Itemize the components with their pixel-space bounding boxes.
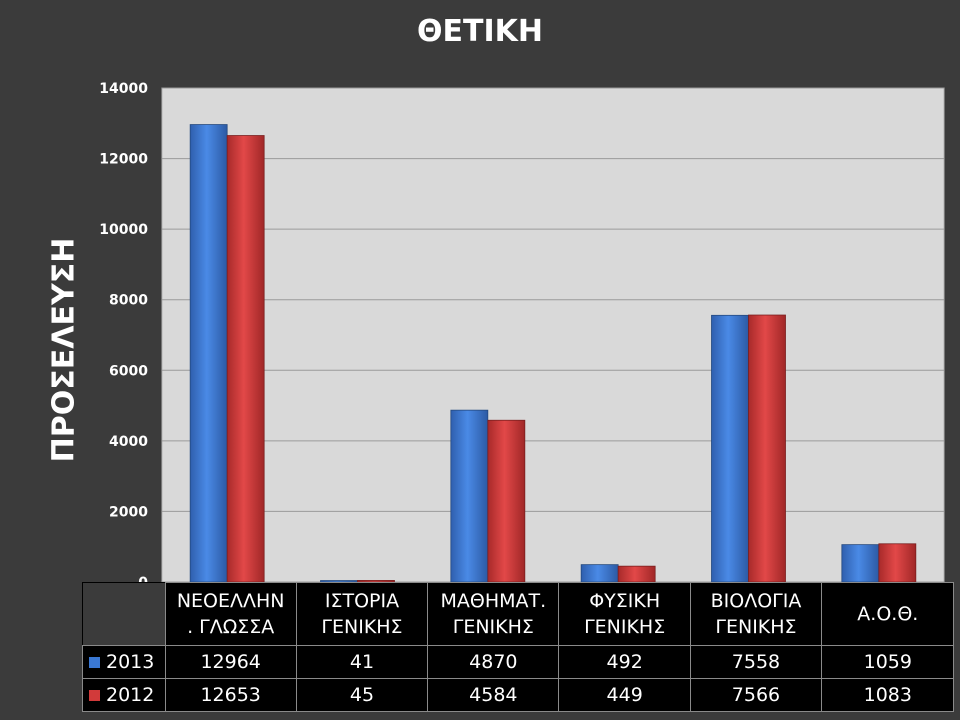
data-label: 45: [295, 678, 429, 712]
data-table: ΝΕΟΕΛΛΗΝ . ΓΛΩΣΣΑ ΙΣΤΟΡΙΑ ΓΕΝΙΚΗΣ ΜΑΘΗΜΑΤ.…: [82, 582, 955, 712]
category-header: ΒΙΟΛΟΓΙΑ ΓΕΝΙΚΗΣ: [689, 582, 823, 646]
y-tick-label: 6000: [109, 363, 148, 379]
data-label: 7566: [689, 678, 823, 712]
bar-2012-3: [617, 565, 656, 583]
table-row: 2013 12964 41 4870 492 7558 1059: [82, 645, 955, 679]
y-tick-label: 2000: [109, 504, 148, 520]
x-tick-label: ΝΕΟΕΛΛΗΝ . ΓΛΩΣΣΑ: [176, 590, 285, 638]
legend-entry: 2012: [82, 678, 166, 712]
x-tick-label: ΜΑΘΗΜΑΤ. ΓΕΝΙΚΗΣ: [440, 590, 547, 638]
x-tick-label: ΙΣΤΟΡΙΑ ΓΕΝΙΚΗΣ: [321, 590, 403, 638]
bar-2013-3: [580, 564, 619, 583]
x-tick-label: ΦΥΣΙΚΗ ΓΕΝΙΚΗΣ: [584, 590, 666, 638]
category-header: Α.Ο.Θ.: [821, 582, 955, 646]
legend-key-icon: [89, 690, 100, 701]
data-label: 492: [558, 645, 691, 679]
category-header: ΦΥΣΙΚΗ ΓΕΝΙΚΗΣ: [558, 582, 691, 646]
legend-entry: 2013: [82, 645, 166, 679]
category-header: ΜΑΘΗΜΑΤ. ΓΕΝΙΚΗΣ: [427, 582, 560, 646]
legend-label: 2012: [106, 684, 155, 706]
bar-2012-4: [748, 314, 786, 583]
data-label: 1059: [821, 645, 955, 679]
y-tick-label: 4000: [109, 434, 148, 450]
y-tick-label: 12000: [99, 152, 148, 168]
data-label: 4870: [427, 645, 560, 679]
category-header: ΝΕΟΕΛΛΗΝ . ΓΛΩΣΣΑ: [164, 582, 297, 646]
bar-2012-5: [878, 543, 917, 583]
y-tick-label: 10000: [99, 222, 148, 238]
data-label: 1083: [821, 678, 955, 712]
bar-2013-2: [450, 409, 489, 583]
legend-label: 2013: [106, 651, 155, 673]
data-label: 12653: [164, 678, 297, 712]
data-label: 12964: [164, 645, 297, 679]
table-row: 2012 12653 45 4584 449 7566 1083: [82, 678, 955, 712]
y-tick-label: 14000: [99, 81, 148, 97]
x-tick-label: ΒΙΟΛΟΓΙΑ ΓΕΝΙΚΗΣ: [710, 590, 802, 638]
bar-2013-5: [841, 544, 880, 583]
data-label: 449: [558, 678, 691, 712]
data-label: 41: [295, 645, 429, 679]
data-label: 4584: [427, 678, 560, 712]
table-corner: [82, 582, 166, 646]
legend-key-icon: [89, 657, 100, 668]
x-tick-label: Α.Ο.Θ.: [857, 603, 919, 625]
bar-2013-0: [189, 124, 228, 583]
bar-2012-0: [226, 135, 265, 583]
y-tick-label: 8000: [109, 293, 148, 309]
bar-2013-4: [711, 314, 749, 583]
chart-title: ΘΕΤΙΚΗ: [417, 14, 543, 49]
plot-area: [161, 87, 945, 583]
bar-2012-2: [487, 419, 526, 583]
category-header: ΙΣΤΟΡΙΑ ΓΕΝΙΚΗΣ: [295, 582, 429, 646]
data-label: 7558: [689, 645, 823, 679]
